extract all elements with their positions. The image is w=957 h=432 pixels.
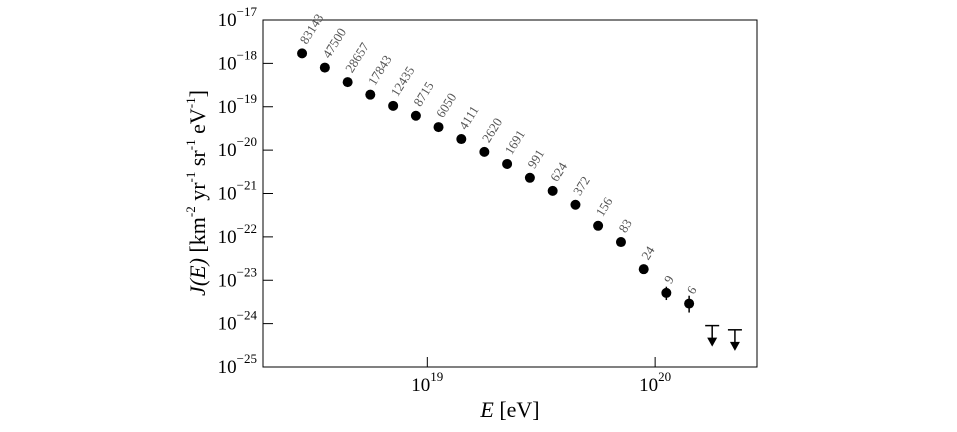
- y-tick-label: 10−23: [218, 264, 257, 291]
- ylabel-part: sr: [185, 150, 210, 172]
- ylabel-part: -1: [183, 172, 198, 183]
- event-count: 6: [683, 283, 699, 297]
- event-count: 156: [592, 194, 615, 219]
- data-point: [593, 220, 604, 231]
- ylabel-part: [km: [185, 217, 210, 258]
- ylabel-part: ]: [185, 90, 210, 97]
- x-tick-exponent: 20: [658, 369, 671, 384]
- data-point: [433, 122, 444, 133]
- plot-frame: [262, 19, 758, 368]
- data-point: [456, 134, 467, 145]
- ylabel-part: -2: [183, 206, 198, 217]
- event-count: 2620: [479, 115, 505, 145]
- data-point: [319, 62, 330, 73]
- x-tick-label: 1020: [639, 369, 671, 396]
- xlabel-part: E: [479, 397, 494, 422]
- y-tick-label: 10−17: [218, 4, 258, 31]
- event-count: 24: [638, 243, 658, 262]
- y-tick-base: 10: [218, 54, 237, 75]
- upper-limit-arrow: [707, 337, 718, 347]
- y-tick-base: 10: [218, 97, 237, 118]
- event-count: 6050: [433, 90, 459, 120]
- ylabel-part: J(E): [185, 258, 210, 296]
- y-tick-label: 10−18: [218, 47, 257, 74]
- y-tick-base: 10: [218, 357, 237, 378]
- event-count: 9: [661, 273, 677, 286]
- y-tick-exponent: −21: [237, 177, 257, 192]
- upper-limit: [727, 329, 742, 351]
- y-tick-base: 10: [218, 314, 237, 335]
- y-tick-label: 10−20: [218, 134, 257, 161]
- y-tick-label: 10−21: [218, 177, 257, 204]
- y-tick-base: 10: [218, 227, 237, 248]
- x-tick-exponent: 19: [430, 369, 443, 384]
- event-count: 1691: [501, 127, 527, 157]
- y-tick-label: 10−22: [218, 221, 257, 248]
- y-tick-exponent: −25: [237, 351, 257, 366]
- data-point: [479, 146, 490, 157]
- ylabel-part: -1: [183, 139, 198, 150]
- data-point: [342, 77, 353, 88]
- event-count: 8715: [410, 79, 436, 109]
- x-tick-base: 10: [411, 375, 430, 396]
- data-point: [502, 158, 513, 169]
- y-tick-base: 10: [218, 10, 237, 31]
- event-count: 17843: [365, 52, 395, 88]
- event-count: 83143: [296, 11, 326, 47]
- y-tick-exponent: −18: [237, 47, 257, 62]
- event-count: 47500: [319, 25, 349, 61]
- data-point: [365, 89, 376, 100]
- y-tick-exponent: −23: [237, 264, 257, 279]
- y-tick-label: 10−24: [218, 308, 258, 335]
- y-axis-label: J(E) [km-2 yr-1 sr-1 eV-1]: [183, 90, 210, 296]
- y-tick-exponent: −17: [237, 4, 258, 19]
- event-count: 28657: [342, 39, 372, 75]
- ylabel-part: yr: [185, 182, 210, 207]
- y-tick-exponent: −19: [237, 91, 257, 106]
- upper-limit: [705, 324, 720, 347]
- event-count: 372: [570, 173, 593, 197]
- data-point: [638, 264, 649, 275]
- ylabel-part: eV: [185, 108, 210, 139]
- data-point: [615, 237, 626, 248]
- xlabel-part: [eV]: [494, 397, 540, 422]
- y-tick-base: 10: [218, 140, 237, 161]
- y-tick-base: 10: [218, 184, 237, 205]
- upper-limit-arrow: [729, 341, 740, 351]
- data-point: [524, 172, 535, 183]
- x-axis-label: E [eV]: [479, 397, 539, 422]
- event-count: 12435: [388, 63, 418, 99]
- y-tick-base: 10: [218, 271, 237, 292]
- data-point: [661, 287, 672, 298]
- y-tick-exponent: −24: [237, 308, 258, 323]
- data-point: [388, 100, 399, 111]
- data-point: [297, 48, 308, 59]
- y-tick-exponent: −22: [237, 221, 257, 236]
- y-tick-label: 10−19: [218, 91, 257, 118]
- event-count: 624: [547, 159, 570, 184]
- x-tick-label: 1019: [411, 369, 443, 396]
- data-point: [547, 185, 558, 196]
- event-count: 991: [524, 146, 547, 170]
- data-point: [684, 298, 695, 309]
- ylabel-part: -1: [183, 97, 198, 108]
- event-count: 83: [615, 216, 635, 235]
- data-point: [410, 110, 421, 121]
- y-tick-exponent: −20: [237, 134, 257, 149]
- x-tick-base: 10: [639, 375, 658, 396]
- data-point: [570, 199, 581, 210]
- event-count: 4111: [456, 103, 482, 132]
- y-tick-label: 10−25: [218, 351, 257, 378]
